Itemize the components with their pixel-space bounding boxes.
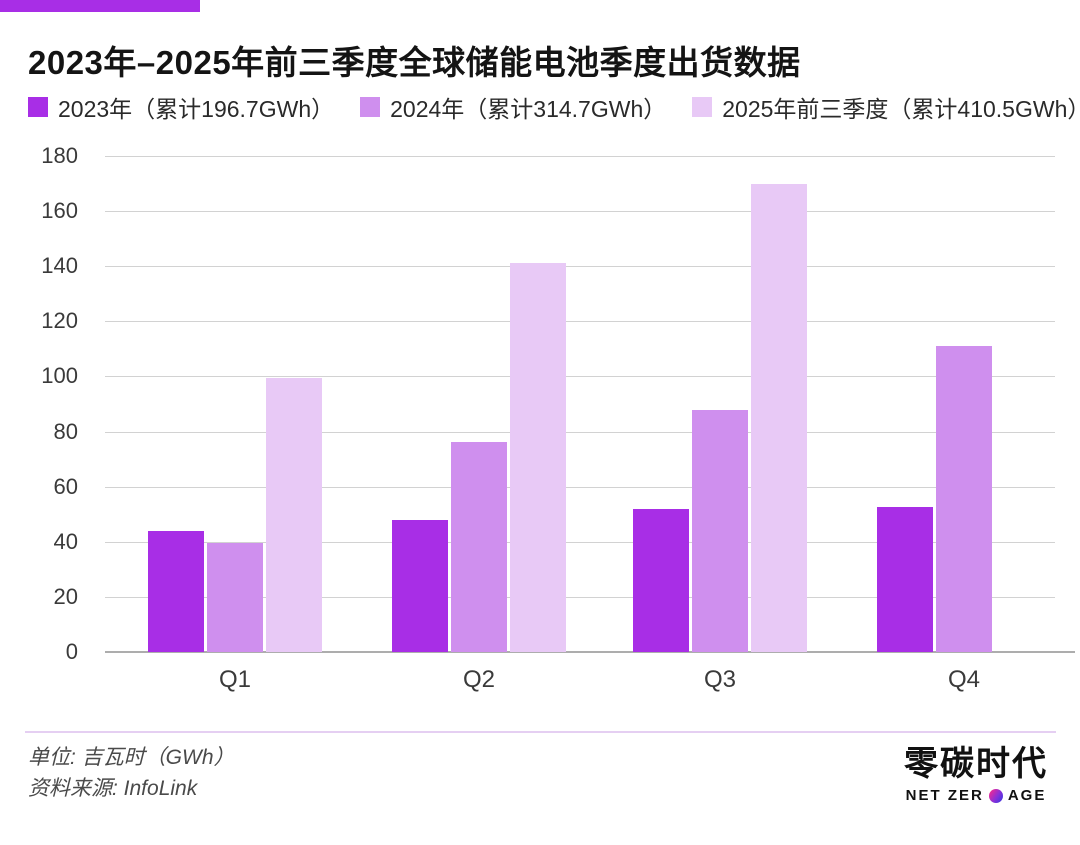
legend-item-2024: 2024年（累计314.7GWh）: [360, 90, 666, 124]
y-axis-tick-100: 100: [41, 363, 78, 389]
legend-swatch-2023: [28, 97, 48, 117]
gridline-80: [105, 431, 1055, 433]
unit-note: 单位: 吉瓦时（GWh）: [28, 746, 235, 769]
y-axis-tick-160: 160: [41, 198, 78, 224]
legend-item-2025: 2025年前三季度（累计410.5GWh）: [692, 90, 1080, 124]
gridline-20: [105, 596, 1055, 598]
legend-label-2025: 2025年前三季度（累计410.5GWh）: [722, 96, 1080, 122]
gridline-40: [105, 541, 1055, 543]
footer-notes: 单位: 吉瓦时（GWh） 资料来源: InfoLink: [28, 742, 235, 804]
gridline-140: [105, 266, 1055, 268]
gridline-160: [105, 211, 1055, 213]
gridline-0: [105, 651, 1075, 653]
page-title: 2023年–2025年前三季度全球储能电池季度出货数据: [28, 44, 801, 81]
logo-en-right: AGE: [1007, 787, 1047, 804]
legend-swatch-2025: [692, 97, 713, 117]
bar-q1-series-1: [207, 543, 263, 652]
bar-q4-series-0: [877, 506, 933, 652]
bar-q3-series-0: [633, 508, 689, 652]
legend-label-2023: 2023年（累计196.7GWh）: [58, 96, 335, 122]
logo-gradient-dot-icon: [988, 788, 1003, 803]
y-axis-tick-140: 140: [41, 253, 78, 279]
x-axis-label-q4: Q4: [947, 666, 980, 693]
gridline-60: [105, 486, 1055, 488]
bar-q4-series-1: [936, 346, 992, 652]
logo-en-left: NET ZER: [905, 787, 984, 804]
bar-q2-series-2: [510, 263, 566, 652]
legend-label-2024: 2024年（累计314.7GWh）: [390, 96, 667, 122]
chart-legend: 2023年（累计196.7GWh） 2024年（累计314.7GWh） 2025…: [28, 90, 1080, 124]
x-axis-label-q3: Q3: [703, 666, 736, 693]
x-axis-label-q1: Q1: [218, 666, 251, 693]
bar-q2-series-0: [392, 519, 448, 652]
legend-swatch-2024: [360, 97, 381, 117]
netzeroage-logo: 零碳时代 NET ZER AGE: [904, 744, 1048, 804]
y-axis-tick-0: 0: [65, 639, 78, 664]
x-axis-label-q2: Q2: [462, 666, 495, 693]
y-axis-tick-20: 20: [53, 583, 78, 609]
bar-q2-series-1: [451, 442, 507, 652]
logo-english-text: NET ZER AGE: [904, 787, 1048, 804]
y-axis-tick-40: 40: [53, 528, 78, 554]
y-axis-tick-60: 60: [53, 473, 78, 499]
footer-divider: [25, 731, 1056, 733]
y-axis-tick-80: 80: [53, 418, 78, 444]
y-axis-tick-120: 120: [41, 308, 78, 334]
gridline-120: [105, 321, 1055, 323]
gridline-100: [105, 376, 1055, 378]
gridline-180: [105, 155, 1055, 157]
bar-q3-series-1: [692, 409, 748, 652]
y-axis-tick-180: 180: [41, 142, 78, 168]
bar-q1-series-2: [266, 377, 322, 652]
source-note: 资料来源: InfoLink: [28, 777, 198, 800]
bar-q3-series-2: [751, 183, 807, 652]
logo-chinese-text: 零碳时代: [904, 745, 1048, 783]
legend-item-2023: 2023年（累计196.7GWh）: [28, 90, 334, 124]
bar-q1-series-0: [148, 530, 204, 652]
accent-bar: [0, 0, 200, 12]
